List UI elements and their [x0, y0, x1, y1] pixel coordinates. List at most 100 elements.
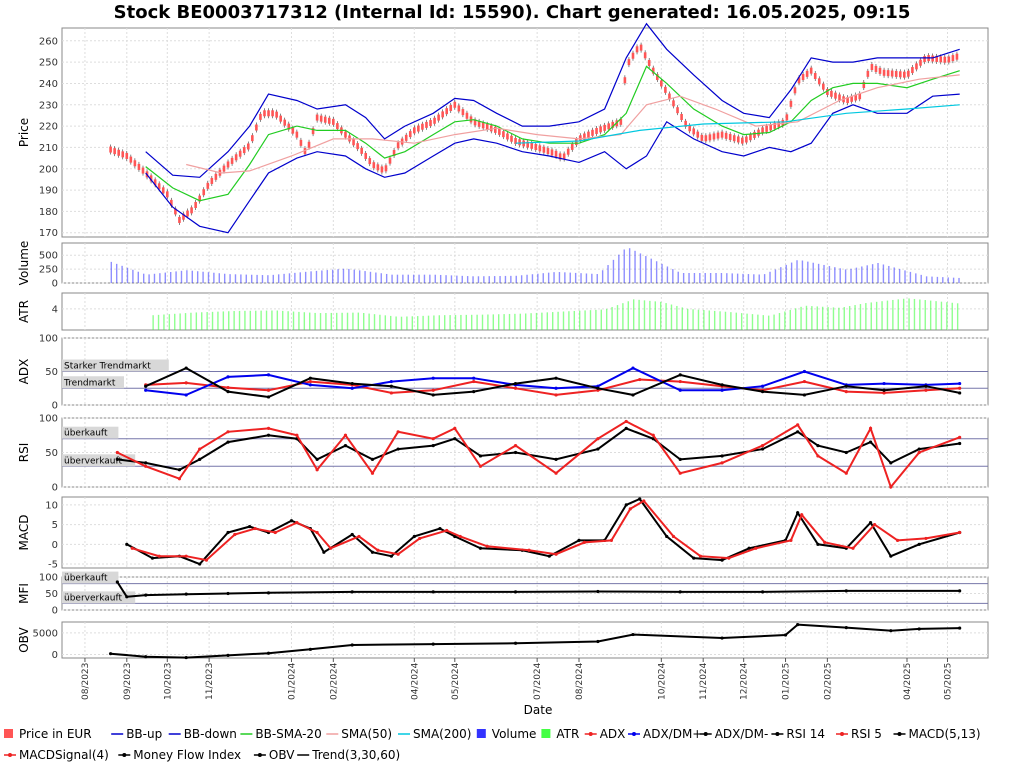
candle	[323, 116, 327, 123]
bar	[940, 301, 943, 330]
panel-volume-frame	[61, 242, 989, 284]
series-point	[370, 457, 375, 461]
series-point	[513, 450, 518, 455]
candle	[514, 138, 517, 145]
bar	[385, 273, 388, 283]
series-point	[958, 386, 962, 390]
series-point	[431, 590, 435, 594]
series-point	[958, 441, 962, 446]
bar	[708, 310, 710, 330]
bar	[418, 274, 420, 283]
series-point	[370, 550, 375, 554]
bar	[915, 273, 917, 283]
candle	[178, 216, 181, 223]
bar	[190, 312, 192, 330]
bar	[132, 269, 134, 283]
bar	[897, 299, 899, 330]
bar	[330, 312, 333, 330]
bar	[655, 261, 658, 283]
series-point	[108, 652, 113, 656]
candle	[809, 67, 813, 74]
bar	[218, 273, 220, 283]
series-point	[638, 377, 642, 382]
candle	[854, 94, 858, 101]
bar	[152, 315, 154, 330]
candle	[263, 110, 266, 117]
candle	[574, 139, 578, 146]
series-line	[186, 74, 960, 174]
bar	[661, 263, 663, 283]
series-point	[144, 384, 148, 388]
bar	[546, 312, 548, 330]
bar	[186, 270, 188, 283]
y-tick-label: 10	[45, 500, 58, 511]
bar	[817, 263, 820, 283]
bar	[222, 311, 225, 330]
bar	[326, 270, 328, 283]
y-tick-label: 250	[39, 265, 58, 276]
bar	[832, 307, 835, 330]
bar	[751, 314, 754, 330]
series-adx-dm-	[144, 366, 962, 397]
candle	[874, 65, 878, 72]
bar	[551, 312, 554, 330]
bar	[553, 272, 555, 283]
bar	[796, 260, 798, 283]
bar	[580, 273, 582, 283]
bar	[611, 306, 613, 330]
series-point	[844, 626, 848, 630]
bar	[309, 312, 311, 330]
candle	[380, 166, 384, 173]
bar	[634, 250, 636, 283]
series-point	[678, 379, 682, 384]
bar	[843, 307, 845, 330]
candle	[251, 135, 254, 142]
legend-item: SMA(50)	[326, 727, 392, 741]
bar	[713, 310, 716, 330]
bar	[519, 313, 522, 330]
legend-item: OBV	[253, 748, 295, 762]
series-point	[266, 426, 271, 430]
candle	[295, 131, 299, 138]
series-point	[184, 381, 188, 385]
candle	[688, 125, 691, 132]
candle	[445, 108, 449, 115]
legend-swatch-dot	[122, 753, 127, 757]
x-tick-label: 10/2023	[163, 663, 173, 700]
series-point	[266, 591, 271, 595]
bar	[461, 275, 463, 283]
series-point	[289, 519, 294, 523]
bar	[672, 269, 674, 283]
candle	[413, 127, 416, 134]
candle	[453, 101, 457, 108]
bar	[747, 274, 750, 283]
candle	[234, 154, 238, 161]
legend-item: Volume	[476, 727, 536, 741]
y-tick-label: 230	[39, 100, 58, 111]
x-axis: 08/2023 09/2023 10/2023 11/2023 01/2024 02/20…	[81, 658, 954, 700]
series-point	[651, 433, 655, 437]
bar	[535, 312, 538, 330]
candle	[275, 111, 278, 118]
candle	[202, 189, 206, 196]
legend-swatch	[476, 729, 486, 738]
candle	[562, 153, 566, 160]
candle	[757, 129, 760, 136]
bar	[163, 314, 165, 330]
bar	[433, 315, 435, 330]
series-rsi-5	[115, 419, 962, 490]
y-tick-label: 0	[52, 483, 58, 494]
candle	[599, 126, 602, 133]
series-point	[253, 526, 257, 531]
bar	[456, 275, 458, 283]
bar	[352, 312, 354, 330]
series-point	[350, 590, 354, 594]
candle	[113, 148, 116, 155]
bar	[909, 271, 912, 283]
candle	[352, 139, 355, 146]
candle	[826, 88, 829, 95]
candle	[141, 167, 145, 174]
candle	[550, 149, 554, 156]
bar	[537, 273, 539, 283]
band-label: überkauft	[64, 429, 108, 439]
